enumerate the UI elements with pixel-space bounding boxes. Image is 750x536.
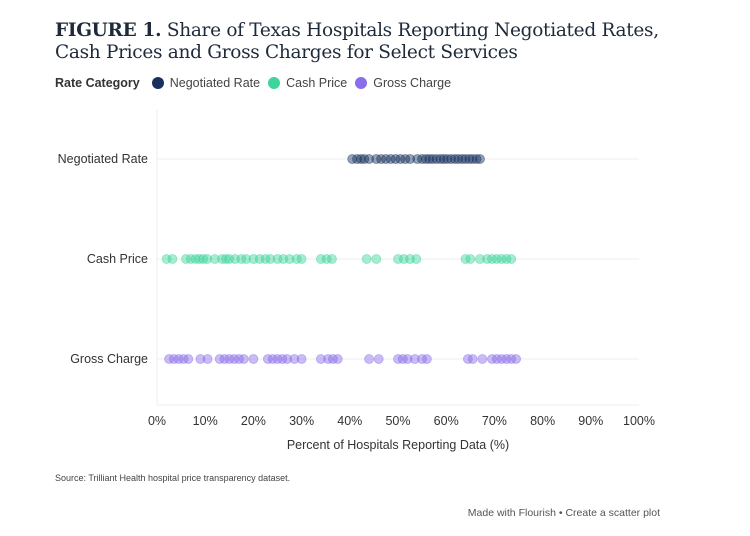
data-point[interactable] (506, 254, 517, 264)
data-point[interactable] (457, 154, 468, 164)
legend-swatch-gross[interactable] (355, 77, 368, 89)
data-point[interactable] (241, 254, 252, 264)
category-label: Cash Price (87, 252, 148, 266)
data-point[interactable] (411, 254, 422, 264)
data-point[interactable] (465, 254, 476, 264)
data-point[interactable] (453, 154, 464, 164)
x-tick-label: 10% (193, 414, 218, 428)
legend-label-negotiated[interactable]: Negotiated Rate (169, 76, 261, 90)
data-point[interactable] (438, 154, 449, 164)
data-point[interactable] (477, 354, 488, 364)
data-point[interactable] (511, 354, 521, 364)
x-tick-label: 70% (482, 414, 507, 428)
data-point[interactable] (272, 254, 283, 264)
data-point[interactable] (352, 154, 362, 164)
data-point[interactable] (442, 154, 453, 164)
x-tick-label: 30% (289, 414, 314, 428)
data-point[interactable] (254, 254, 265, 264)
x-tick-label: 100% (623, 414, 655, 428)
legend-swatch-cash[interactable] (268, 77, 281, 89)
data-point[interactable] (373, 354, 384, 364)
data-point[interactable] (195, 354, 206, 364)
create-scatter-link[interactable]: Create a scatter plot (565, 507, 660, 519)
data-point[interactable] (183, 354, 194, 364)
data-point[interactable] (315, 254, 326, 264)
data-point[interactable] (321, 254, 332, 264)
data-point[interactable] (202, 254, 213, 264)
source-note: Source: Trilliant Health hospital price … (55, 473, 291, 483)
chart-title: FIGURE 1. Share of Texas Hospitals Repor… (55, 20, 695, 64)
data-point[interactable] (393, 254, 403, 264)
data-point[interactable] (296, 354, 307, 364)
data-point[interactable] (364, 354, 374, 364)
x-tick-label: 40% (337, 414, 362, 428)
data-point[interactable] (475, 154, 485, 164)
data-point[interactable] (167, 254, 178, 264)
data-point[interactable] (265, 254, 276, 264)
data-point[interactable] (371, 254, 382, 264)
data-point[interactable] (409, 354, 420, 364)
data-point[interactable] (431, 154, 442, 164)
data-point[interactable] (427, 154, 438, 164)
data-point[interactable] (238, 354, 249, 364)
data-point[interactable] (217, 254, 227, 264)
data-point[interactable] (449, 154, 460, 164)
data-point[interactable] (355, 154, 366, 164)
category-label: Negotiated Rate (58, 152, 148, 166)
legend-label-gross[interactable]: Gross Charge (373, 76, 452, 90)
data-point[interactable] (471, 154, 482, 164)
data-point[interactable] (364, 154, 374, 164)
legend-swatch-negotiated[interactable] (151, 77, 164, 89)
data-point[interactable] (424, 154, 435, 164)
data-point[interactable] (202, 354, 213, 364)
figure-label: FIGURE 1. (55, 20, 162, 41)
data-point[interactable] (161, 254, 172, 264)
made-with-flourish-link[interactable]: Made with Flourish (467, 507, 556, 519)
x-tick-label: 20% (241, 414, 266, 428)
flourish-credit: Made with Flourish • Create a scatter pl… (468, 507, 660, 519)
x-tick-label: 90% (578, 414, 603, 428)
data-point[interactable] (190, 254, 201, 264)
data-point[interactable] (209, 254, 220, 264)
data-point[interactable] (405, 154, 415, 164)
data-point[interactable] (475, 254, 485, 264)
data-point[interactable] (284, 254, 295, 264)
data-point[interactable] (332, 354, 343, 364)
data-point[interactable] (289, 354, 300, 364)
x-tick-label: 50% (385, 414, 410, 428)
data-point[interactable] (460, 154, 471, 164)
data-point[interactable] (467, 154, 478, 164)
scatter-plot: Negotiated Rate Cash Price Gross Charge 0% 1… (58, 110, 655, 452)
data-point[interactable] (402, 354, 413, 364)
x-tick-label: 0% (148, 414, 166, 428)
legend-label-cash[interactable]: Cash Price (286, 76, 348, 90)
legend: Rate Category Negotiated Rate Cash Price… (55, 76, 451, 90)
category-label: Gross Charge (70, 352, 148, 366)
data-point[interactable] (315, 354, 326, 364)
data-point[interactable] (464, 154, 475, 164)
data-point[interactable] (467, 354, 478, 364)
data-point[interactable] (296, 254, 307, 264)
data-point[interactable] (446, 154, 456, 164)
x-tick-label: 80% (530, 414, 555, 428)
x-tick-label: 60% (434, 414, 459, 428)
data-point[interactable] (282, 354, 293, 364)
data-point[interactable] (194, 254, 205, 264)
data-point[interactable] (327, 254, 337, 264)
title-text: Share of Texas Hospitals Reporting Negot… (55, 20, 659, 63)
data-point[interactable] (421, 154, 431, 164)
x-axis-title: Percent of Hospitals Reporting Data (%) (287, 438, 509, 452)
data-point[interactable] (417, 154, 428, 164)
legend-title: Rate Category (55, 76, 140, 90)
separator: • (558, 507, 563, 519)
data-point[interactable] (435, 154, 446, 164)
data-point[interactable] (198, 254, 209, 264)
data-point[interactable] (361, 254, 372, 264)
data-point[interactable] (422, 354, 432, 364)
data-point[interactable] (224, 254, 235, 264)
data-point[interactable] (248, 354, 259, 364)
